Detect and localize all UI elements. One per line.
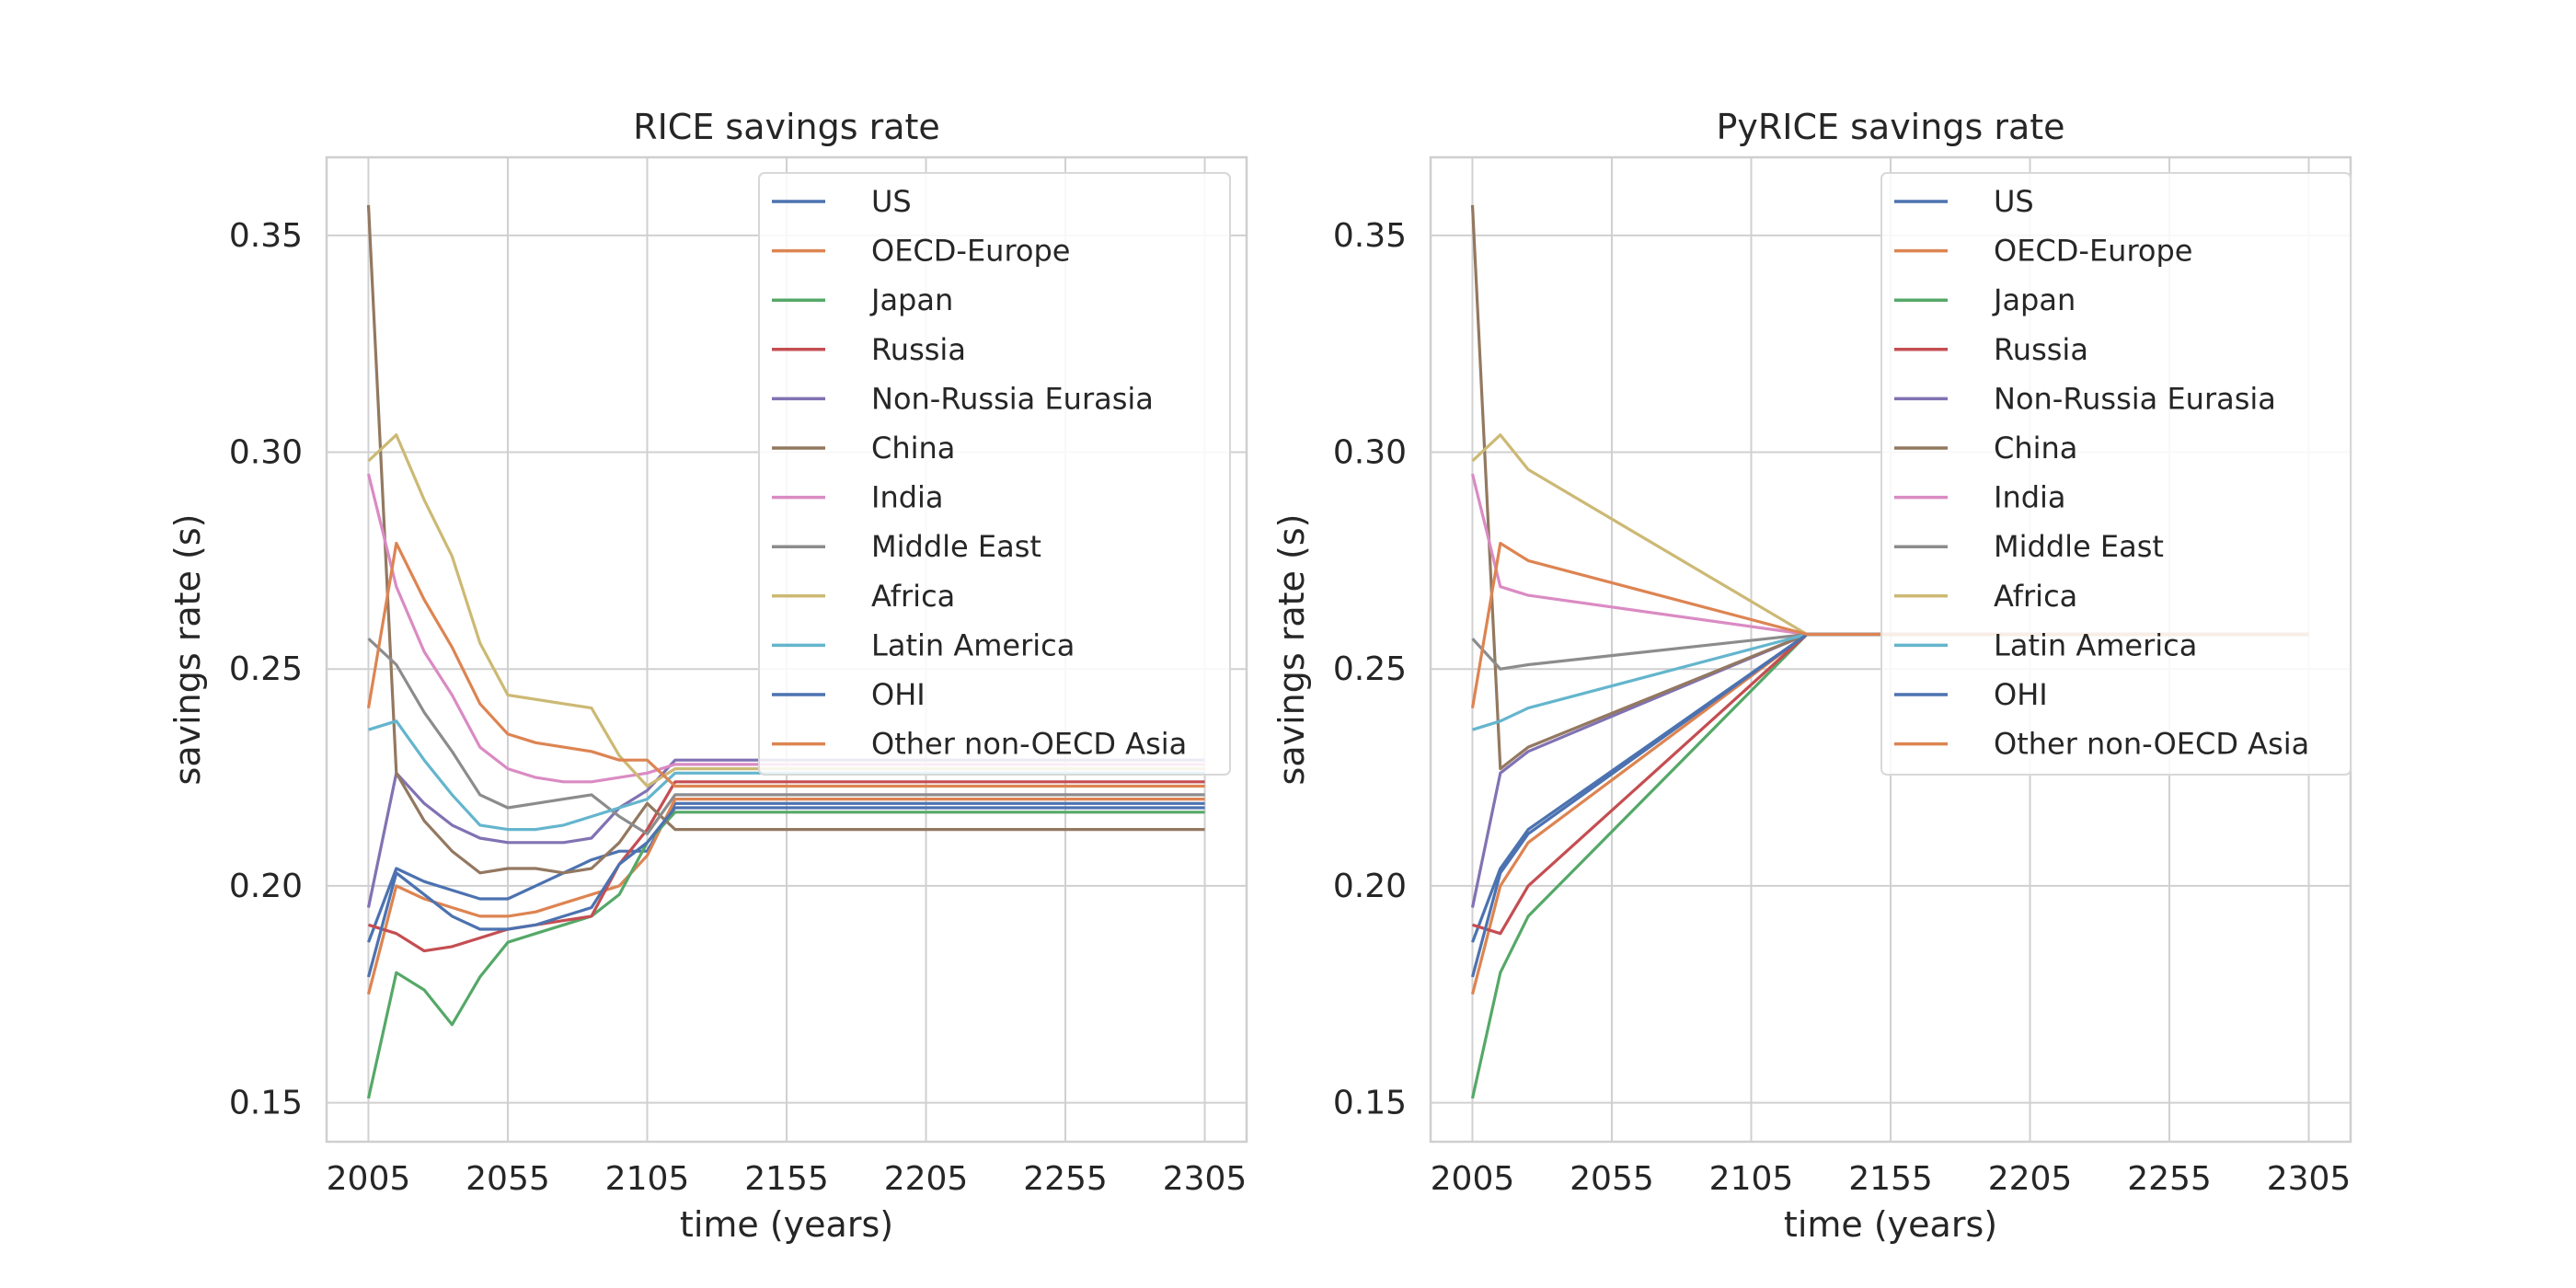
x-tick-label: 2155 [744, 1160, 829, 1198]
y-tick-label: 0.25 [229, 650, 303, 688]
y-axis-label: savings rate (s) [1271, 514, 1312, 786]
x-tick-label: 2305 [1163, 1160, 1248, 1198]
x-tick-label: 2055 [466, 1160, 550, 1198]
legend-label: Middle East [1994, 529, 2164, 564]
y-tick-label: 0.20 [1333, 868, 1407, 905]
y-tick-label: 0.30 [1333, 434, 1407, 472]
x-tick-label: 2005 [327, 1160, 411, 1198]
x-axis-label: time (years) [680, 1204, 893, 1245]
series-line-india [366, 473, 1205, 784]
legend: US OECD-Europe Japan Russia Non-Russia Euras… [758, 172, 1231, 776]
x-axis-label: time (years) [1784, 1204, 1997, 1245]
x-tick-label: 2005 [1431, 1160, 1515, 1198]
series-line-japan [366, 811, 1205, 1099]
legend-label: OHI [871, 677, 926, 712]
x-tick-label: 2055 [1570, 1160, 1654, 1198]
x-tick-label: 2205 [1988, 1160, 2073, 1198]
series-line-latin-america [368, 719, 1205, 832]
legend-label: Russia [871, 332, 966, 367]
legend-label: Other non-OECD Asia [871, 727, 1187, 762]
series-line-other-non-oecd-asia [366, 541, 1205, 788]
chart-panel-rice: 2005 2055 2105 2155 2205 2255 2305 0.15 0.20 0.25… [167, 107, 1248, 1245]
series-line-china [366, 204, 1205, 875]
x-tick-label: 2155 [1848, 1160, 1933, 1198]
legend-label: Africa [871, 579, 955, 614]
legend-label: Other non-OECD Asia [1994, 727, 2309, 762]
y-axis-label: savings rate (s) [167, 514, 208, 786]
chart-title: PyRICE savings rate [1716, 107, 2064, 147]
y-tick-label: 0.30 [229, 434, 303, 472]
legend-label: US [1994, 184, 2034, 219]
x-tick-label: 2305 [2267, 1160, 2352, 1198]
x-tick-label: 2255 [1023, 1160, 1108, 1198]
y-tick-label: 0.20 [229, 868, 303, 905]
legend-label: India [871, 480, 944, 515]
y-tick-label: 0.35 [1333, 217, 1407, 255]
legend-label: OECD-Europe [1994, 234, 2192, 269]
legend-label: India [1994, 480, 2066, 515]
legend: US OECD-Europe Japan Russia Non-Russia Euras… [1880, 172, 2352, 776]
chart-title: RICE savings rate [633, 107, 940, 147]
legend-label: Non-Russia Eurasia [871, 381, 1154, 416]
series-line-oecd-europe [366, 797, 1205, 995]
legend-label: Japan [869, 282, 953, 317]
legend-box [1880, 172, 2352, 776]
series-line-africa [367, 433, 1205, 788]
series-line-ohi [366, 806, 1205, 978]
legend-label: Latin America [871, 627, 1075, 662]
legend-label: OECD-Europe [871, 234, 1070, 269]
x-tick-label: 2205 [884, 1160, 969, 1198]
legend-label: Africa [1994, 579, 2077, 614]
y-tick-label: 0.15 [1333, 1085, 1407, 1122]
series-lines [366, 204, 1205, 1099]
legend-label: China [1994, 431, 2077, 466]
legend-label: China [871, 431, 955, 466]
legend-label: OHI [1994, 677, 2048, 712]
series-line-russia [368, 780, 1205, 953]
series-line-middle-east [367, 638, 1205, 835]
x-tick-label: 2105 [605, 1160, 690, 1198]
x-tick-label: 2255 [2127, 1160, 2212, 1198]
legend-box [758, 172, 1231, 776]
legend-label: Russia [1994, 332, 2088, 367]
x-tick-label: 2105 [1709, 1160, 1794, 1198]
legend-label: Japan [1992, 282, 2076, 317]
legend-label: Non-Russia Eurasia [1994, 381, 2276, 416]
y-tick-label: 0.25 [1333, 650, 1407, 688]
chart-panel-pyrice: 2005 2055 2105 2155 2205 2255 2305 0.15 0.20 0.25… [1271, 107, 2352, 1245]
y-tick-label: 0.35 [229, 217, 303, 255]
axes-frame [325, 155, 1248, 1144]
legend-label: Middle East [871, 529, 1041, 564]
legend-label: Latin America [1994, 627, 2197, 662]
legend-label: US [871, 184, 912, 219]
y-tick-label: 0.15 [229, 1085, 303, 1122]
